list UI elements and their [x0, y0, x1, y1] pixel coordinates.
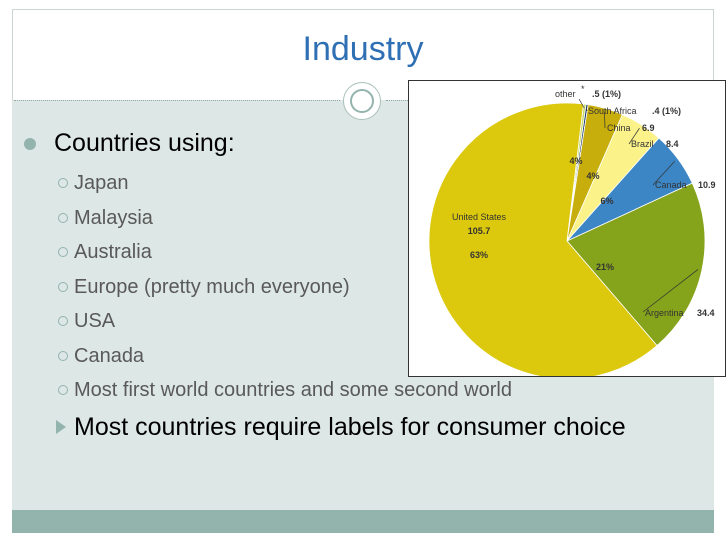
pct-united-states: 63%: [470, 250, 488, 260]
sub-bullet-usa: USA: [22, 304, 642, 339]
value-argentina: 34.4: [697, 308, 715, 318]
footer-band: [12, 510, 714, 533]
label-other: other: [555, 89, 576, 99]
value-other: .5 (1%): [592, 89, 621, 99]
pct-canada: 6%: [600, 196, 613, 206]
bullet-countries-using: Countries using:: [22, 128, 642, 158]
sub-bullet-japan: Japan: [22, 166, 642, 201]
sub-bullet-canada: Canada: [22, 339, 642, 374]
pie-slice-united-states: [428, 102, 658, 376]
title-rule-left: [14, 100, 340, 101]
label-brazil: Brazil: [631, 139, 654, 149]
pie-chart: other * .5 (1%) South Africa .4 (1%) Chi…: [428, 84, 716, 376]
label-other-marker: *: [581, 84, 585, 94]
label-south-africa: South Africa: [588, 106, 637, 116]
pie-slice-argentina: [566, 182, 706, 347]
value-canada: 10.9: [698, 180, 716, 190]
pct-china: 4%: [569, 156, 582, 166]
sub-bullet-europe: Europe (pretty much everyone): [22, 270, 642, 305]
label-canada: Canada: [655, 180, 687, 190]
pie-slices: [428, 102, 706, 376]
bullet-list: Countries using: Japan Malaysia Australi…: [22, 128, 642, 442]
leader-line-argentina: [642, 269, 699, 313]
leader-line-brazil: [628, 128, 640, 145]
label-china: China: [607, 123, 631, 133]
pct-brazil: 4%: [586, 171, 599, 181]
pie-leader-lines: [578, 98, 699, 313]
leader-line-canada: [652, 161, 675, 186]
arrow-bullet-labels: Most countries require labels for consum…: [22, 412, 642, 442]
leader-line-other: [578, 98, 585, 109]
value-united-states: 105.7: [468, 226, 491, 236]
slide-title: Industry: [302, 30, 424, 68]
value-south-africa: .4 (1%): [652, 106, 681, 116]
circle-ornament-icon: [343, 82, 381, 120]
pie-chart-image: other * .5 (1%) South Africa .4 (1%) Chi…: [408, 80, 726, 377]
sub-bullet-australia: Australia: [22, 235, 642, 270]
sub-bullet-first-world: Most first world countries and some seco…: [22, 373, 642, 408]
value-brazil: 8.4: [666, 139, 679, 149]
label-united-states: United States: [452, 212, 507, 222]
leader-line-china: [604, 112, 606, 129]
label-argentina: Argentina: [645, 308, 684, 318]
sub-bullet-malaysia: Malaysia: [22, 201, 642, 236]
value-china: 6.9: [642, 123, 655, 133]
pct-argentina: 21%: [596, 262, 614, 272]
